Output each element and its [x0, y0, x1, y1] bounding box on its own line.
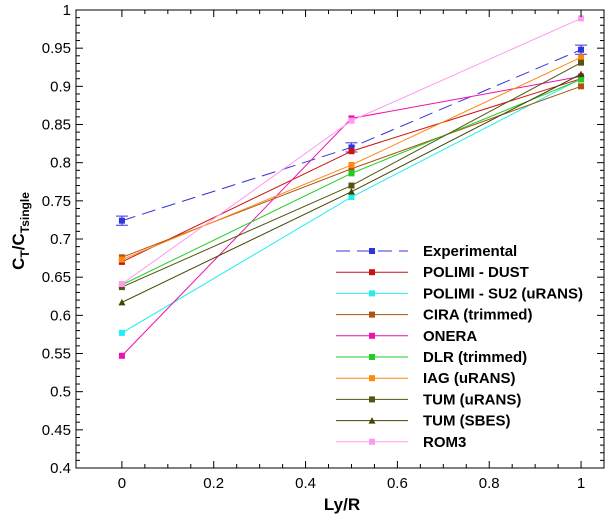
legend-label: ROM3 [423, 434, 466, 451]
legend-swatch-marker [369, 290, 375, 297]
y-tick-label: 0.95 [42, 40, 71, 57]
series-line [121, 56, 582, 261]
legend-swatch-marker [369, 311, 375, 318]
y-tick-label: 0.85 [42, 117, 71, 134]
legend-swatch-marker [369, 354, 375, 360]
legend-label: POLIMI - SU2 (uRANS) [423, 285, 583, 302]
legend-entry: ROM3 [336, 434, 466, 451]
y-axis-title-slash: /C [9, 233, 28, 250]
y-tick-label: 0.65 [42, 269, 71, 286]
data-point [348, 144, 355, 151]
axes-layer: 0 0.2 0.4 0.6 0.8 1 0.4 0.45 0.5 0.55 0.6 0.65 0.7 0.… [42, 2, 605, 492]
data-point [348, 170, 355, 177]
y-tick-label: 1 [63, 2, 71, 19]
y-tick-label: 0.8 [50, 155, 71, 172]
data-point [118, 256, 125, 263]
data-point [118, 352, 125, 359]
y-tick-label: 0.9 [50, 78, 71, 95]
y-axis-title-main: C [9, 258, 28, 270]
legend-swatch-marker [369, 375, 375, 382]
legend-swatch-marker [368, 417, 376, 424]
data-point [578, 54, 585, 61]
data-point [348, 161, 355, 168]
y-tick-label: 0.75 [42, 193, 71, 210]
data-point [348, 182, 355, 189]
x-tick-label: 0.6 [387, 475, 408, 492]
data-point [578, 59, 585, 66]
data-point [118, 217, 125, 224]
data-point [118, 329, 125, 336]
x-tick-label: 0 [118, 475, 126, 492]
data-point [348, 165, 355, 172]
y-tick-label: 0.4 [50, 460, 71, 477]
series-layer [115, 15, 588, 359]
legend-label: ONERA [423, 328, 477, 345]
data-point [577, 70, 585, 78]
y-tick-label: 0.6 [50, 307, 71, 324]
legend-entry: ONERA [336, 328, 477, 345]
legend-entry: TUM (uRANS) [336, 391, 521, 408]
legend-label: TUM (uRANS) [423, 391, 521, 408]
series-8 [118, 70, 585, 306]
legend-entry: DLR (trimmed) [336, 349, 527, 366]
x-tick-label: 0.4 [295, 475, 316, 492]
legend-swatch-marker [369, 269, 375, 276]
legend-entry: POLIMI - SU2 (uRANS) [336, 285, 583, 302]
legend-label: POLIMI - DUST [423, 264, 529, 281]
legend-label: IAG (uRANS) [423, 370, 516, 387]
legend-label: DLR (trimmed) [423, 349, 527, 366]
legend-entry: IAG (uRANS) [336, 370, 516, 387]
x-axis-title: Ly/R [324, 495, 360, 514]
legend-label: TUM (SBES) [423, 413, 511, 430]
legend-entry: POLIMI - DUST [336, 264, 529, 281]
legend-label: CIRA (trimmed) [423, 307, 532, 324]
legend-swatch-marker [369, 332, 375, 339]
y-tick-label: 0.45 [42, 422, 71, 439]
legend-swatch-marker [369, 248, 375, 254]
x-tick-label: 0.2 [203, 475, 224, 492]
data-point [348, 148, 355, 155]
legend-swatch-marker [369, 396, 375, 403]
legend-label: Experimental [423, 243, 517, 260]
data-point [118, 281, 125, 288]
legend-swatch-marker [369, 438, 375, 445]
series-7 [118, 59, 585, 291]
data-point [578, 15, 585, 22]
series-0 [115, 44, 588, 226]
data-point [578, 46, 585, 53]
y-tick-label: 0.7 [50, 231, 71, 248]
data-point [118, 298, 126, 306]
legend-entry: TUM (SBES) [336, 413, 511, 430]
data-point [348, 194, 355, 201]
y-axis-title-sub1: T [18, 250, 32, 258]
legend: Experimental POLIMI - DUST POLIMI - SU2 (u… [336, 243, 583, 451]
data-point [348, 117, 355, 124]
data-point [118, 284, 125, 291]
x-tick-label: 0.8 [479, 475, 500, 492]
data-point [578, 83, 585, 90]
y-tick-label: 0.5 [50, 384, 71, 401]
data-point [347, 188, 355, 195]
y-axis-title-sub2: Tsingle [18, 192, 32, 233]
y-axis-title: CT/CTsingle [9, 192, 32, 270]
x-tick-label: 1 [577, 475, 585, 492]
data-point [578, 76, 585, 83]
legend-entry: CIRA (trimmed) [336, 307, 532, 324]
series-6 [118, 54, 585, 263]
y-tick-label: 0.55 [42, 346, 71, 363]
legend-entry: Experimental [336, 243, 517, 260]
series-9 [118, 15, 585, 288]
